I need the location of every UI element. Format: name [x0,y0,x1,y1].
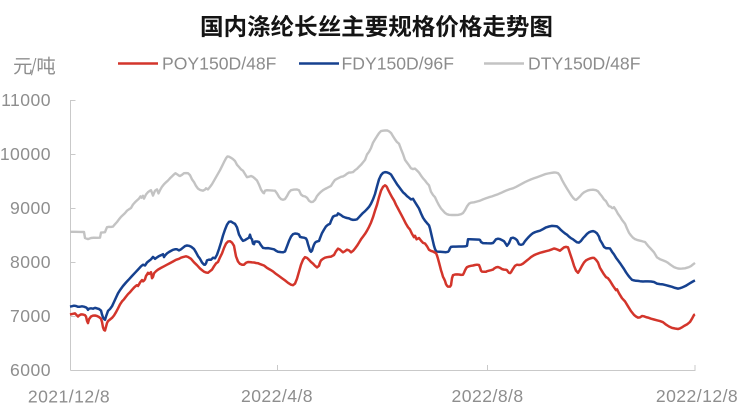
svg-text:FDY150D/96F: FDY150D/96F [342,54,455,74]
svg-text:6000: 6000 [10,360,51,380]
svg-text:8000: 8000 [10,252,51,272]
svg-text:10000: 10000 [0,144,51,164]
svg-text:7000: 7000 [10,306,51,326]
svg-text:POY150D/48F: POY150D/48F [162,54,277,74]
svg-text:9000: 9000 [10,198,51,218]
svg-text:2022/12/8: 2022/12/8 [656,386,738,406]
svg-text:2021/12/8: 2021/12/8 [28,387,110,407]
svg-text:DTY150D/48F: DTY150D/48F [528,54,641,74]
svg-text:2022/8/8: 2022/8/8 [452,386,524,406]
svg-text:11000: 11000 [1,90,51,110]
svg-text:2022/4/8: 2022/4/8 [241,386,313,406]
